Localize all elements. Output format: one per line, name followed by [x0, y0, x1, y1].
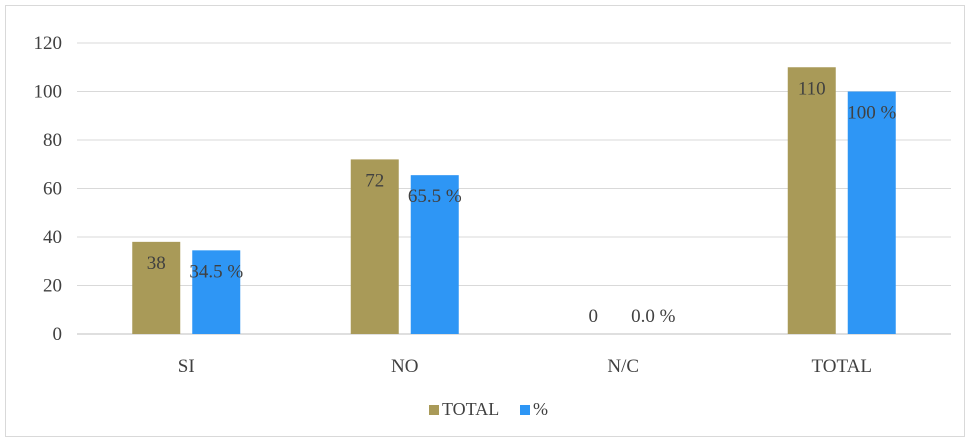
- legend-label-total: TOTAL: [442, 399, 499, 419]
- y-tick-label: 0: [53, 324, 63, 345]
- bar-percent: [192, 250, 241, 334]
- bar-total: [350, 159, 399, 334]
- y-tick-label: 100: [34, 82, 63, 103]
- data-label: 34.5 %: [189, 261, 243, 282]
- data-label: 110: [798, 78, 826, 99]
- bar-percent: [410, 175, 459, 334]
- legend-swatch-percent: [520, 405, 530, 415]
- bars: [132, 67, 896, 334]
- legend-label-percent: %: [533, 399, 548, 419]
- bar-percent: [847, 91, 896, 334]
- y-tick-label: 40: [43, 227, 62, 248]
- y-tick-label: 120: [34, 33, 63, 54]
- x-axis: SI NO N/C TOTAL: [178, 356, 872, 377]
- data-label: 100 %: [847, 103, 896, 124]
- legend-swatch-total: [429, 405, 439, 415]
- data-label: 0.0 %: [631, 306, 676, 327]
- x-category-label: SI: [178, 356, 195, 377]
- data-label: 0: [589, 306, 599, 327]
- data-label: 72: [365, 170, 384, 191]
- y-tick-label: 60: [43, 179, 62, 200]
- x-category-label: TOTAL: [812, 356, 872, 377]
- x-category-label: NO: [391, 356, 418, 377]
- y-axis: 0 20 40 60 80 100 120: [34, 33, 63, 345]
- bar-total: [132, 241, 181, 334]
- y-tick-label: 20: [43, 276, 62, 297]
- data-label: 38: [147, 253, 166, 274]
- data-label: 65.5 %: [408, 186, 462, 207]
- bar-total: [787, 67, 836, 334]
- x-category-label: N/C: [607, 356, 639, 377]
- y-tick-label: 80: [43, 130, 62, 151]
- data-labels: 38 34.5 % 72 65.5 % 0 0.0 % 110 100 %: [147, 78, 897, 327]
- legend: TOTAL%: [429, 399, 548, 419]
